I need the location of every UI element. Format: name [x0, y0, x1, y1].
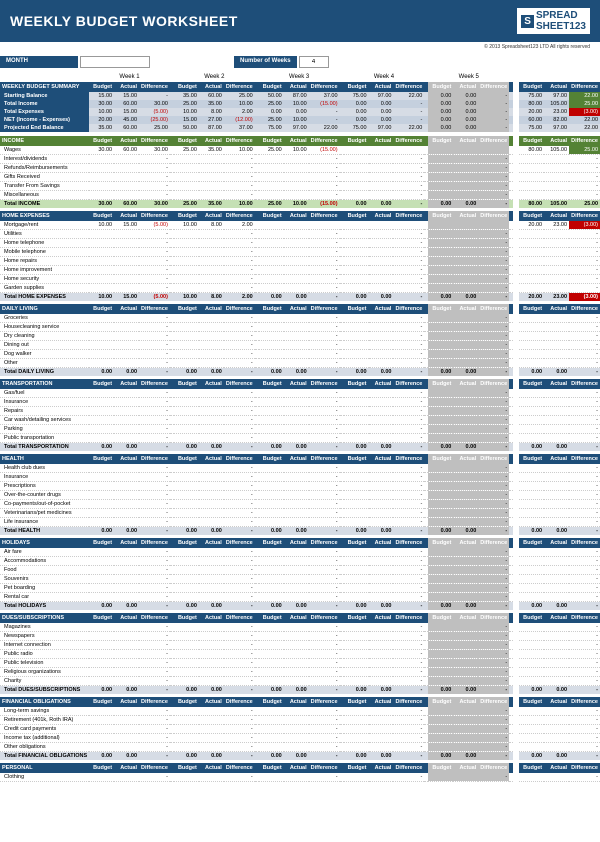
budget-table: Week 1Week 2Week 3Week 4Week 5MONTH TO D…: [0, 72, 600, 785]
header: WEEKLY BUDGET WORKSHEET S SPREAD SHEET12…: [0, 0, 600, 42]
weeks-input[interactable]: [299, 56, 329, 68]
month-label: MONTH: [0, 56, 78, 68]
controls-row: MONTH Number of Weeks: [0, 52, 600, 72]
logo: S SPREAD SHEET123: [517, 8, 590, 34]
month-input[interactable]: [80, 56, 150, 68]
page-title: WEEKLY BUDGET WORKSHEET: [10, 13, 238, 29]
weeks-label: Number of Weeks: [234, 56, 297, 68]
copyright: © 2013 Spreadsheet123 LTD All rights res…: [0, 42, 600, 52]
